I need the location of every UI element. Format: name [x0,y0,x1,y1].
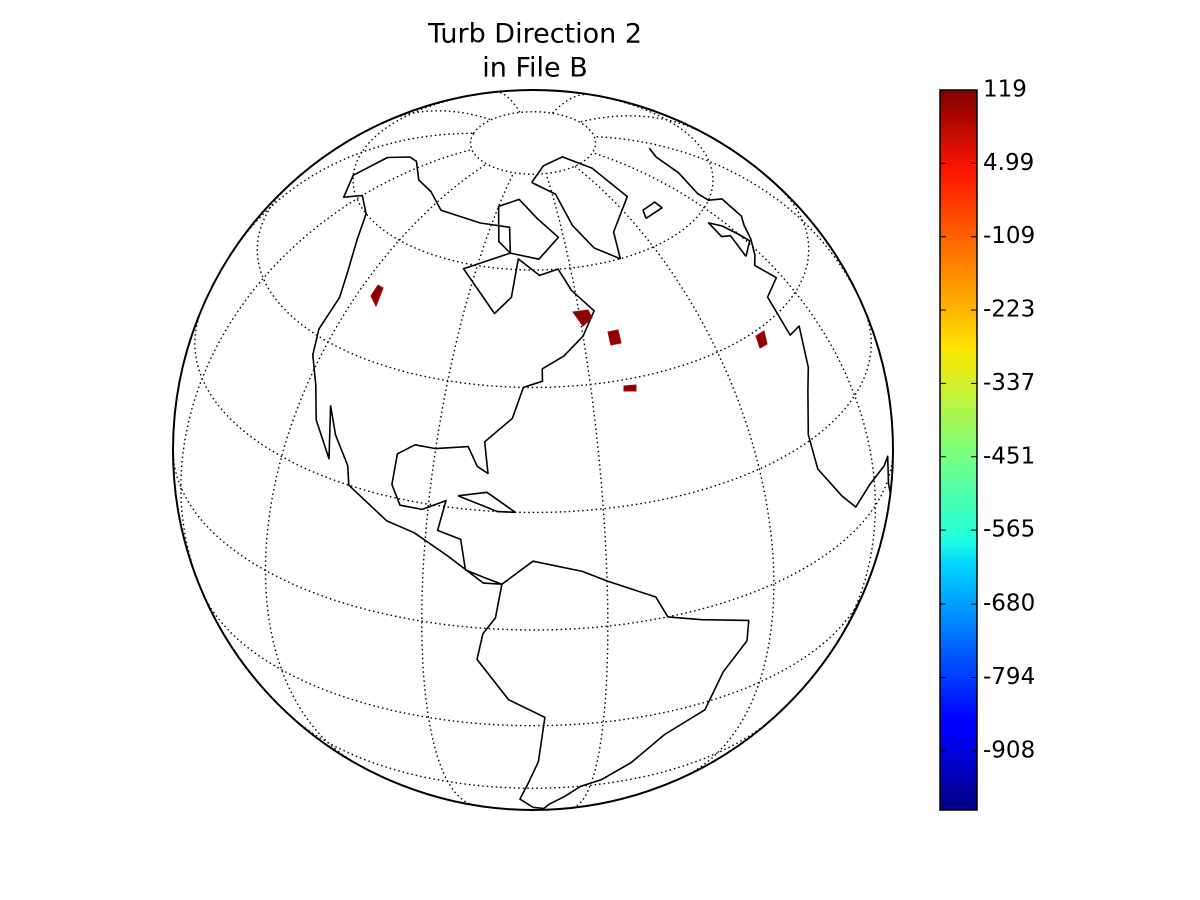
tick-label: -908 [983,737,1035,763]
patch [623,384,637,392]
meridian [545,173,609,809]
patch [572,309,593,327]
meridian [421,172,515,806]
meridian [495,91,521,113]
coastline [648,147,892,508]
patch [607,329,622,346]
parallel [256,186,810,389]
patch [370,284,384,308]
tick-label: -451 [983,443,1035,469]
tick-label: -337 [983,370,1035,396]
parallel [469,110,597,175]
tick-label: 119 [983,77,1027,103]
parallel [352,90,714,271]
coastline [707,222,751,257]
colorbar-ticks: 119 4.99 -109 -223 -337 -451 -565 -680 -794 -908 [940,77,1035,763]
coastline [312,156,595,585]
tick-label: -109 [983,223,1035,249]
parallel [193,307,873,514]
title-line: in File B [482,53,587,84]
title-line: Turb Direction 2 [427,19,642,50]
meridian [180,148,473,583]
globe-outline [172,89,894,811]
tick-label: -565 [983,517,1035,543]
colorbar [939,89,978,811]
meridian [264,163,487,763]
meridian [235,132,474,247]
coastline [497,198,560,260]
meridian [574,165,775,779]
tick-label: 4.99 [983,150,1034,176]
tick-label: -680 [983,591,1035,617]
globe [173,90,893,810]
coastline [476,560,750,810]
meridian [551,93,589,114]
tick-label: -794 [983,664,1035,690]
patch [755,330,768,349]
parallel [205,600,861,727]
coastline [531,156,629,260]
parallel [293,718,773,790]
tick-label: -223 [983,297,1035,323]
coastline [457,491,517,514]
parallel [173,449,893,631]
meridian [592,151,877,646]
coastline [642,201,663,219]
data-patches [370,284,768,392]
meridian [594,135,865,309]
